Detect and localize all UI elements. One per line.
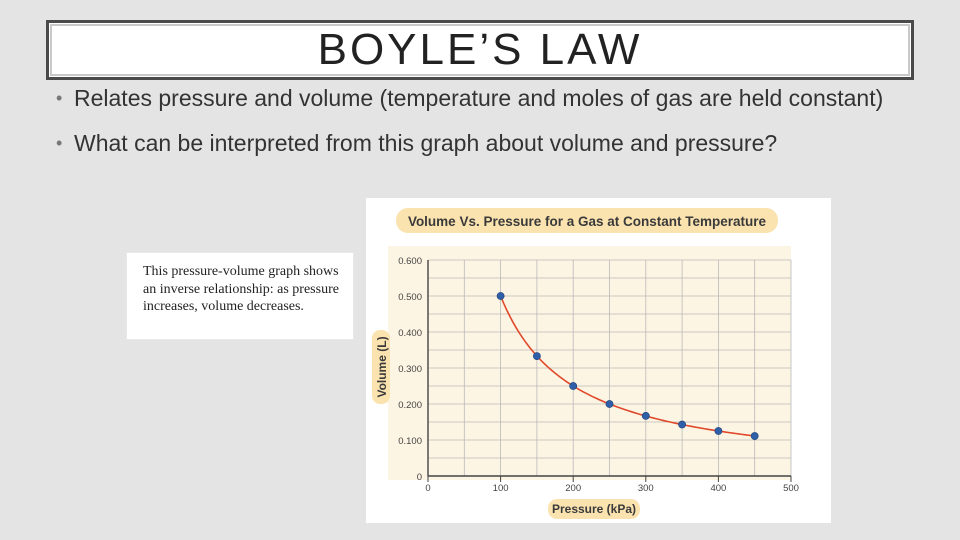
x-tick-labels: 0 100 200 300 400 500 — [425, 476, 799, 494]
x-axis-label: Pressure (kPa) — [552, 502, 636, 516]
chart-title: Volume Vs. Pressure for a Gas at Constan… — [408, 214, 767, 229]
data-point — [605, 400, 614, 408]
bullet-dot-icon: • — [56, 88, 63, 108]
data-point — [532, 352, 541, 361]
y-tick-label: 0.100 — [398, 436, 422, 447]
y-tick-labels: 0 0.100 0.200 0.300 0.400 0.500 0.600 — [398, 256, 422, 483]
grid-lines — [428, 259, 792, 476]
graph-note: This pressure-volume graph shows an inve… — [126, 252, 354, 340]
chart-panel: Volume Vs. Pressure for a Gas at Constan… — [366, 198, 831, 523]
bullet-list: • Relates pressure and volume (temperatur… — [56, 84, 896, 174]
data-point — [496, 292, 505, 300]
x-tick-label: 100 — [493, 483, 509, 494]
data-point — [678, 420, 686, 429]
axes — [427, 260, 791, 477]
data-point — [750, 432, 759, 440]
y-tick-label: 0.500 — [398, 292, 422, 303]
y-tick-label: 0.600 — [398, 256, 422, 267]
y-tick-label: 0.200 — [398, 400, 422, 411]
data-point — [569, 382, 578, 390]
x-axis-label-bg — [548, 499, 640, 519]
y-tick-label: 0 — [417, 472, 422, 483]
data-points — [496, 292, 759, 440]
y-axis-label: Volume (L) — [375, 336, 389, 397]
slide-title: BOYLE’S LAW — [317, 25, 643, 74]
bullet-text: Relates pressure and volume (temperature… — [74, 85, 884, 111]
x-tick-label: 0 — [425, 483, 430, 494]
data-point — [641, 411, 650, 420]
pressure-volume-chart: Volume Vs. Pressure for a Gas at Constan… — [372, 208, 799, 519]
bullet-item: • What can be interpreted from this graph… — [56, 129, 896, 158]
bullet-dot-icon: • — [56, 133, 63, 153]
y-axis-label-bg — [372, 330, 390, 404]
x-tick-label: 300 — [638, 483, 654, 494]
bullet-text: What can be interpreted from this graph … — [74, 130, 778, 156]
data-point — [714, 427, 723, 435]
bullet-item: • Relates pressure and volume (temperatur… — [56, 84, 896, 113]
plot-area — [388, 246, 791, 480]
y-tick-label: 0.300 — [398, 364, 422, 375]
chart-title-bg — [396, 208, 778, 233]
title-box: BOYLE’S LAW — [46, 20, 914, 80]
y-tick-label: 0.400 — [398, 328, 422, 339]
x-tick-label: 500 — [783, 483, 799, 494]
x-tick-label: 200 — [565, 483, 581, 494]
x-tick-label: 400 — [710, 483, 726, 494]
inverse-curve — [499, 295, 755, 437]
